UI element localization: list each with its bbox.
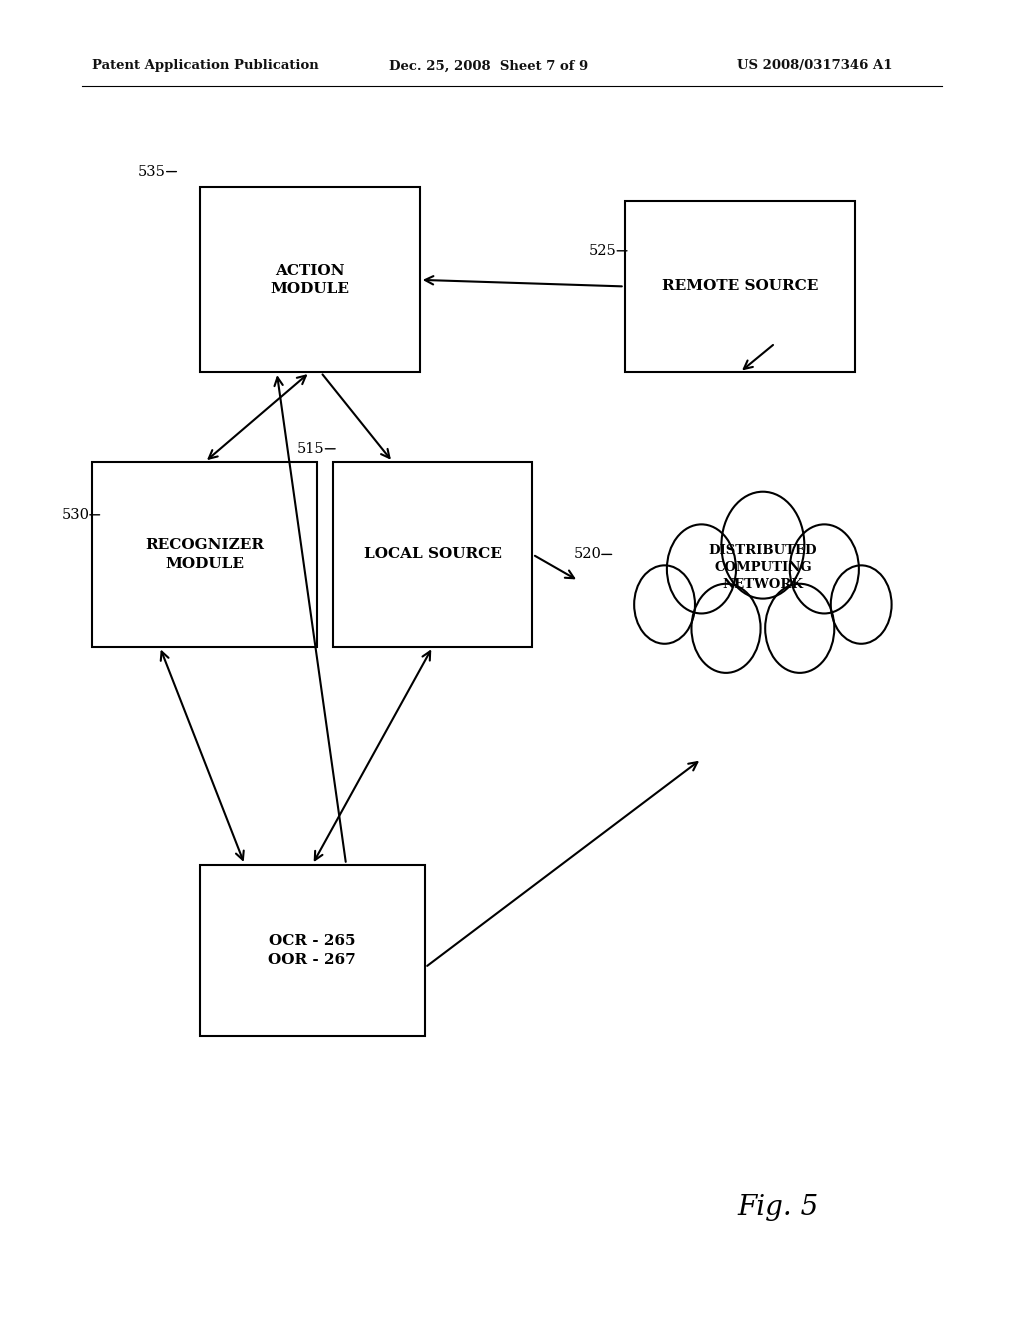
FancyBboxPatch shape bbox=[200, 865, 425, 1036]
Text: ACTION
MODULE: ACTION MODULE bbox=[270, 264, 349, 296]
Circle shape bbox=[691, 583, 761, 673]
Circle shape bbox=[790, 524, 859, 614]
Text: 530: 530 bbox=[61, 508, 89, 521]
Text: Dec. 25, 2008  Sheet 7 of 9: Dec. 25, 2008 Sheet 7 of 9 bbox=[389, 59, 589, 73]
Circle shape bbox=[667, 524, 736, 614]
Text: US 2008/0317346 A1: US 2008/0317346 A1 bbox=[737, 59, 893, 73]
Text: RECOGNIZER
MODULE: RECOGNIZER MODULE bbox=[145, 539, 264, 570]
Text: REMOTE SOURCE: REMOTE SOURCE bbox=[662, 280, 818, 293]
FancyBboxPatch shape bbox=[200, 187, 420, 372]
Text: 525: 525 bbox=[589, 244, 616, 257]
FancyBboxPatch shape bbox=[92, 462, 317, 647]
FancyBboxPatch shape bbox=[333, 462, 532, 647]
Text: Fig. 5: Fig. 5 bbox=[737, 1195, 818, 1221]
Circle shape bbox=[634, 565, 695, 644]
Text: Patent Application Publication: Patent Application Publication bbox=[92, 59, 318, 73]
Circle shape bbox=[721, 491, 805, 598]
Text: 515: 515 bbox=[297, 442, 325, 455]
Text: DISTRIBUTED
COMPUTING
NETWORK: DISTRIBUTED COMPUTING NETWORK bbox=[709, 544, 817, 591]
Circle shape bbox=[765, 583, 835, 673]
Text: OCR - 265
OOR - 267: OCR - 265 OOR - 267 bbox=[268, 935, 356, 966]
Text: 520: 520 bbox=[573, 548, 601, 561]
Circle shape bbox=[830, 565, 892, 644]
Text: LOCAL SOURCE: LOCAL SOURCE bbox=[364, 548, 502, 561]
FancyBboxPatch shape bbox=[625, 201, 855, 372]
Text: 535: 535 bbox=[138, 165, 166, 178]
